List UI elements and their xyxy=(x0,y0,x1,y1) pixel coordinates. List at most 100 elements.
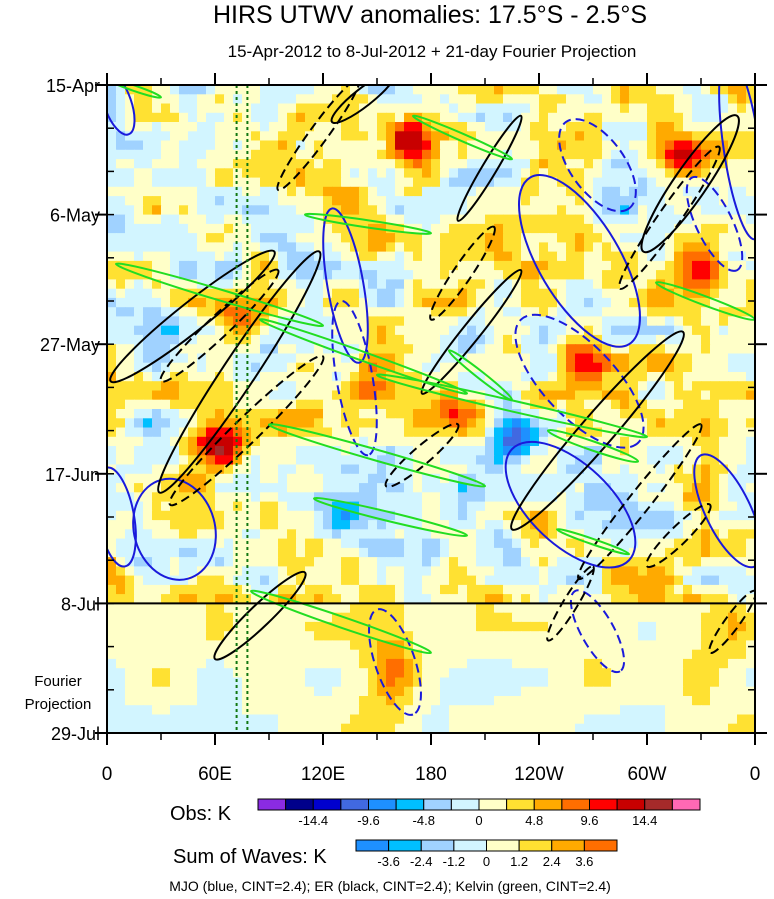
field-cell xyxy=(629,501,639,512)
field-cell xyxy=(701,251,711,262)
field-cell xyxy=(107,149,117,160)
field-cell xyxy=(467,112,477,123)
field-cell xyxy=(368,686,378,697)
field-cell xyxy=(575,196,585,206)
field-cell xyxy=(269,409,279,419)
field-cell xyxy=(350,372,360,382)
field-cell xyxy=(233,140,243,151)
field-cell xyxy=(710,418,720,429)
field-cell xyxy=(593,316,603,327)
field-cell xyxy=(305,594,315,604)
field-cell xyxy=(530,594,540,604)
field-cell xyxy=(521,658,531,669)
field-cell xyxy=(728,510,738,521)
field-cell xyxy=(611,409,621,419)
field-cell xyxy=(593,473,603,484)
field-cell xyxy=(287,492,297,503)
field-cell xyxy=(206,94,216,105)
field-cell xyxy=(377,483,387,493)
field-cell xyxy=(422,112,432,123)
field-cell xyxy=(269,399,279,410)
field-cell xyxy=(125,316,135,327)
field-cell xyxy=(440,362,450,373)
field-cell xyxy=(368,381,378,392)
field-cell xyxy=(458,168,468,179)
field-cell xyxy=(467,483,477,493)
field-cell xyxy=(377,399,387,410)
field-cell xyxy=(521,631,531,642)
field-cell xyxy=(575,557,585,567)
field-cell xyxy=(404,196,414,206)
field-cell xyxy=(179,483,189,493)
field-cell xyxy=(377,631,387,642)
field-cell xyxy=(152,205,162,216)
field-cell xyxy=(368,520,378,530)
field-cell xyxy=(521,288,531,299)
field-cell xyxy=(359,575,369,586)
field-cell xyxy=(341,159,351,169)
field-cell xyxy=(647,122,657,132)
field-cell xyxy=(566,297,576,308)
field-cell xyxy=(395,85,405,95)
field-cell xyxy=(656,362,666,373)
field-cell xyxy=(296,658,306,669)
field-cell xyxy=(602,483,612,493)
field-cell xyxy=(710,621,720,632)
field-cell xyxy=(107,409,117,419)
field-cell xyxy=(368,177,378,188)
field-cell xyxy=(737,390,747,401)
field-cell xyxy=(152,705,162,716)
field-cell xyxy=(152,436,162,447)
field-cell xyxy=(413,418,423,429)
field-cell xyxy=(107,233,117,243)
field-cell xyxy=(152,409,162,419)
field-cell xyxy=(134,214,144,225)
field-cell xyxy=(386,658,396,669)
field-cell xyxy=(377,297,387,308)
field-cell xyxy=(665,149,675,160)
field-cell xyxy=(377,94,387,105)
field-cell xyxy=(422,94,432,105)
field-cell xyxy=(467,233,477,243)
field-cell xyxy=(161,575,171,586)
field-cell xyxy=(746,575,755,586)
field-cell xyxy=(395,307,405,318)
field-cell xyxy=(746,270,755,280)
field-cell xyxy=(431,122,441,132)
field-cell xyxy=(152,362,162,373)
field-cell xyxy=(611,334,621,345)
field-cell xyxy=(242,270,252,280)
field-cell xyxy=(188,344,198,355)
field-cell xyxy=(710,686,720,697)
field-cell xyxy=(323,640,333,651)
field-cell xyxy=(638,594,648,604)
field-cell xyxy=(179,631,189,642)
field-cell xyxy=(251,409,261,419)
field-cell xyxy=(719,334,729,345)
field-cell xyxy=(125,307,135,318)
field-cell xyxy=(233,334,243,345)
field-cell xyxy=(188,140,198,151)
field-cell xyxy=(449,557,459,567)
field-cell xyxy=(665,177,675,188)
field-cell xyxy=(440,584,450,595)
field-cell xyxy=(530,344,540,355)
field-cell xyxy=(512,353,522,364)
field-cell xyxy=(224,594,234,604)
field-cell xyxy=(305,223,315,234)
field-cell xyxy=(431,223,441,234)
field-cell xyxy=(638,409,648,419)
field-cell xyxy=(287,677,297,688)
field-cell xyxy=(548,344,558,355)
field-cell xyxy=(305,334,315,345)
field-cell xyxy=(287,94,297,105)
field-cell xyxy=(467,381,477,392)
field-cell xyxy=(548,575,558,586)
field-cell xyxy=(350,409,360,419)
field-cell xyxy=(125,381,135,392)
field-cell xyxy=(296,131,306,142)
field-cell xyxy=(296,85,306,95)
field-cell xyxy=(278,649,288,660)
field-cell xyxy=(350,455,360,466)
field-cell xyxy=(134,307,144,318)
